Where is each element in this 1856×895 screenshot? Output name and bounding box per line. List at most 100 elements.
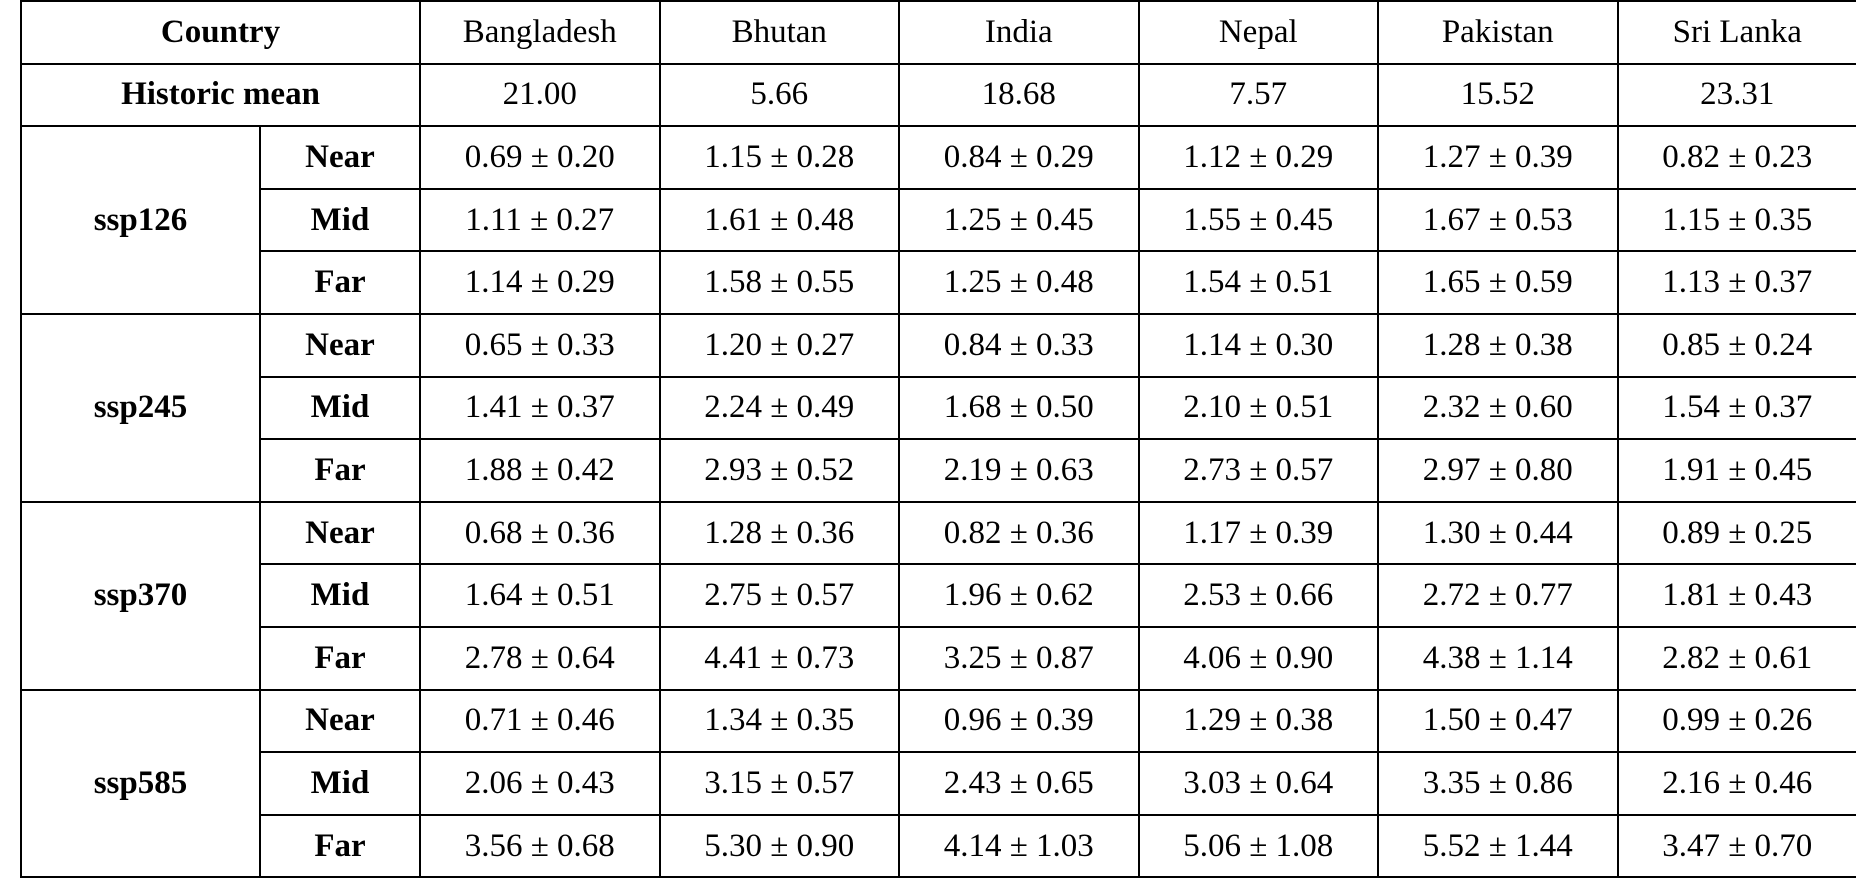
value-cell: 1.54 ± 0.51 — [1137, 250, 1379, 315]
table-row: Mid 1.64 ± 0.51 2.75 ± 0.57 1.96 ± 0.62 2.53… — [21, 563, 1856, 628]
value-cell: 1.81 ± 0.43 — [1616, 563, 1856, 628]
value-cell: 1.20 ± 0.27 — [658, 312, 900, 378]
horizon-label: Mid — [259, 375, 421, 441]
value-cell: 0.68 ± 0.36 — [419, 500, 661, 566]
horizon-label: Far — [259, 625, 421, 691]
value-cell: 3.47 ± 0.70 — [1616, 813, 1856, 879]
value-cell: 5.06 ± 1.08 — [1137, 813, 1379, 879]
value-cell: 5.52 ± 1.44 — [1377, 813, 1619, 879]
value-cell: 3.03 ± 0.64 — [1137, 751, 1379, 816]
value-cell: 1.12 ± 0.29 — [1137, 125, 1379, 190]
value-cell: 1.34 ± 0.35 — [658, 688, 900, 754]
value-cell: 2.53 ± 0.66 — [1137, 563, 1379, 628]
value-cell: 3.56 ± 0.68 — [419, 813, 661, 879]
value-cell: 4.38 ± 1.14 — [1377, 625, 1619, 691]
table-row: Mid 1.11 ± 0.27 1.61 ± 0.48 1.25 ± 0.45 1.55… — [21, 187, 1856, 253]
horizon-label: Mid — [259, 187, 421, 253]
horizon-label: Mid — [259, 563, 421, 628]
table-row: ssp370 Near 0.68 ± 0.36 1.28 ± 0.36 0.82 ± 0… — [20, 500, 1856, 691]
value-cell: 2.10 ± 0.51 — [1137, 375, 1379, 441]
value-cell: 1.14 ± 0.30 — [1137, 312, 1379, 378]
value-cell: 0.99 ± 0.26 — [1616, 688, 1856, 754]
country-header-cell: Pakistan — [1377, 0, 1619, 65]
value-cell: 1.50 ± 0.47 — [1377, 688, 1619, 754]
value-cell: 4.06 ± 0.90 — [1137, 625, 1379, 691]
historic-value-cell: 18.68 — [898, 62, 1140, 128]
value-cell: 0.71 ± 0.46 — [419, 688, 661, 754]
value-cell: 1.61 ± 0.48 — [658, 187, 900, 253]
value-cell: 0.84 ± 0.33 — [898, 312, 1140, 378]
table-body: Country Bangladesh Bhutan India Nepal Pa… — [20, 0, 1856, 879]
value-cell: 1.27 ± 0.39 — [1377, 125, 1619, 190]
header-row: Country Bangladesh Bhutan India Nepal Pa… — [20, 0, 1856, 65]
table-row: Far 1.14 ± 0.29 1.58 ± 0.55 1.25 ± 0.48 1.54… — [21, 250, 1856, 315]
value-cell: 0.84 ± 0.29 — [898, 125, 1140, 190]
historic-value-cell: 15.52 — [1377, 62, 1619, 128]
historic-value-cell: 23.31 — [1616, 62, 1856, 128]
value-cell: 1.11 ± 0.27 — [419, 187, 661, 253]
value-cell: 1.96 ± 0.62 — [898, 563, 1140, 628]
value-cell: 1.25 ± 0.48 — [898, 250, 1140, 315]
scenario-label: ssp126 — [20, 125, 261, 315]
value-cell: 0.82 ± 0.23 — [1616, 125, 1856, 190]
horizon-label: Far — [259, 438, 421, 503]
scenario-label: ssp370 — [20, 500, 261, 691]
country-header-cell: Bangladesh — [419, 0, 661, 65]
table-row: ssp126 Near 0.69 ± 0.20 1.15 ± 0.28 0.84 ± 0… — [20, 125, 1856, 315]
value-cell: 2.32 ± 0.60 — [1377, 375, 1619, 441]
table-row: Far 2.78 ± 0.64 4.41 ± 0.73 3.25 ± 0.87 4.06… — [21, 625, 1856, 691]
horizon-label: Near — [259, 312, 421, 378]
value-cell: 1.14 ± 0.29 — [419, 250, 661, 315]
value-cell: 2.73 ± 0.57 — [1137, 438, 1379, 503]
country-header-cell: Bhutan — [658, 0, 900, 65]
value-cell: 4.41 ± 0.73 — [658, 625, 900, 691]
value-cell: 1.30 ± 0.44 — [1377, 500, 1619, 566]
value-cell: 2.78 ± 0.64 — [419, 625, 661, 691]
value-cell: 2.06 ± 0.43 — [419, 751, 661, 816]
horizon-label: Far — [259, 813, 421, 879]
historic-value-cell: 7.57 — [1137, 62, 1379, 128]
historic-value-cell: 21.00 — [419, 62, 661, 128]
value-cell: 2.24 ± 0.49 — [658, 375, 900, 441]
historic-row: Historic mean 21.00 5.66 18.68 7.57 15.5… — [20, 62, 1856, 128]
value-cell: 1.68 ± 0.50 — [898, 375, 1140, 441]
value-cell: 1.88 ± 0.42 — [419, 438, 661, 503]
value-cell: 5.30 ± 0.90 — [658, 813, 900, 879]
value-cell: 4.14 ± 1.03 — [898, 813, 1140, 879]
country-header-cell: Sri Lanka — [1616, 0, 1856, 65]
scenario-label: ssp245 — [20, 312, 261, 503]
value-cell: 0.85 ± 0.24 — [1616, 312, 1856, 378]
scenario-label: ssp585 — [20, 688, 261, 879]
value-cell: 0.82 ± 0.36 — [898, 500, 1140, 566]
horizon-label: Mid — [259, 751, 421, 816]
projection-table: Country Bangladesh Bhutan India Nepal Pa… — [20, 0, 1856, 879]
value-cell: 1.28 ± 0.36 — [658, 500, 900, 566]
value-cell: 2.82 ± 0.61 — [1616, 625, 1856, 691]
value-cell: 0.89 ± 0.25 — [1616, 500, 1856, 566]
country-header-cell: India — [898, 0, 1140, 65]
value-cell: 1.54 ± 0.37 — [1616, 375, 1856, 441]
value-cell: 3.15 ± 0.57 — [658, 751, 900, 816]
value-cell: 1.29 ± 0.38 — [1137, 688, 1379, 754]
value-cell: 1.13 ± 0.37 — [1616, 250, 1856, 315]
value-cell: 2.16 ± 0.46 — [1616, 751, 1856, 816]
value-cell: 1.91 ± 0.45 — [1616, 438, 1856, 503]
value-cell: 2.75 ± 0.57 — [658, 563, 900, 628]
horizon-label: Near — [259, 500, 421, 566]
value-cell: 3.25 ± 0.87 — [898, 625, 1140, 691]
value-cell: 2.97 ± 0.80 — [1377, 438, 1619, 503]
value-cell: 2.43 ± 0.65 — [898, 751, 1140, 816]
table-row: Mid 1.41 ± 0.37 2.24 ± 0.49 1.68 ± 0.50 2.10… — [21, 375, 1856, 441]
value-cell: 2.72 ± 0.77 — [1377, 563, 1619, 628]
horizon-label: Far — [259, 250, 421, 315]
value-cell: 1.15 ± 0.28 — [658, 125, 900, 190]
horizon-label: Near — [259, 688, 421, 754]
value-cell: 0.65 ± 0.33 — [419, 312, 661, 378]
horizon-label: Near — [259, 125, 421, 190]
value-cell: 1.25 ± 0.45 — [898, 187, 1140, 253]
country-header-cell: Nepal — [1137, 0, 1379, 65]
value-cell: 0.69 ± 0.20 — [419, 125, 661, 190]
value-cell: 1.64 ± 0.51 — [419, 563, 661, 628]
value-cell: 1.65 ± 0.59 — [1377, 250, 1619, 315]
value-cell: 2.93 ± 0.52 — [658, 438, 900, 503]
